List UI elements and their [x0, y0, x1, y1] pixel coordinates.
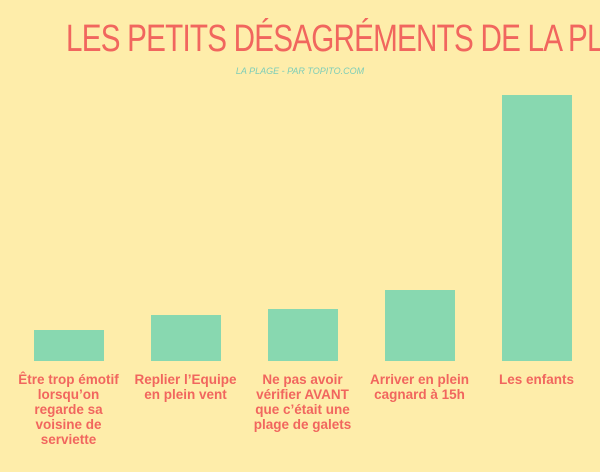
x-tick-label: Replier l’Equipe en plein vent [134, 372, 237, 402]
bar [150, 315, 221, 361]
x-tick-label: Les enfants [498, 372, 575, 387]
bar [384, 290, 455, 361]
x-tick-label: Ne pas avoir vérifier AVANT que c’était … [253, 372, 352, 432]
bar [501, 95, 572, 361]
x-tick-label: Arriver en plein cagnard à 15h [369, 372, 470, 402]
chart-subtitle: LA PLAGE - PAR TOPITO.COM [235, 66, 365, 76]
x-tick-label: Être trop émotif lorsqu’on regarde sa vo… [18, 372, 119, 447]
chart-title: LES PETITS DÉSAGRÉMENTS DE LA PLAGE [66, 18, 600, 60]
bar [267, 309, 338, 361]
bar [33, 330, 104, 361]
